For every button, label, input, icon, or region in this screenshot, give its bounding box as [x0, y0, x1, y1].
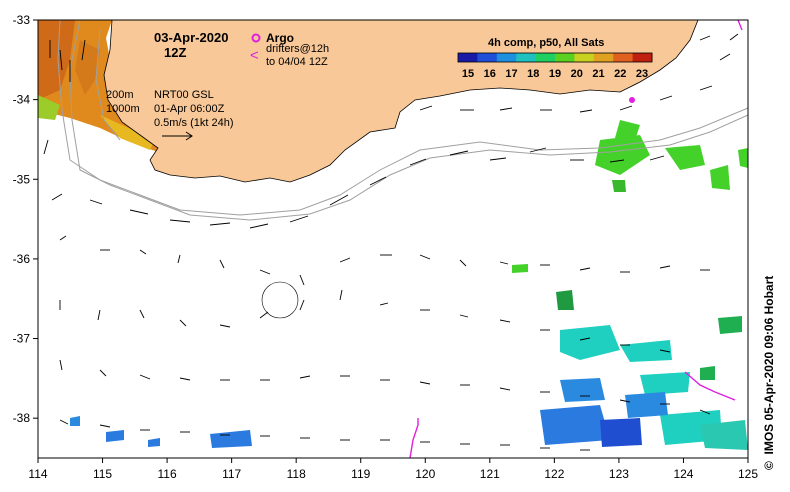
- colorbar-tick-label: 16: [484, 68, 496, 80]
- y-tick-label: -38: [13, 411, 31, 425]
- colorbar-swatch: [516, 53, 537, 62]
- argo-legend-icon: [251, 33, 261, 43]
- colorbar-swatch: [458, 53, 478, 62]
- isobath-1000-label: 1000m: [106, 103, 140, 115]
- plot-frame: [37, 19, 749, 459]
- x-tick-label: 125: [738, 467, 758, 481]
- drifter-legend-icon: <: [250, 47, 259, 64]
- product-time-label: 01-Apr 06:00Z: [154, 103, 225, 115]
- isobaths: [57, 19, 749, 221]
- x-tick-label: 115: [93, 467, 112, 481]
- x-tick-label: 117: [222, 467, 241, 481]
- colorbar-swatch: [574, 53, 595, 62]
- colorbar-tick-label: 17: [505, 68, 517, 80]
- colorbar-ticks: 15 16 17 18 19 20 21 22 23: [462, 68, 648, 80]
- scale-label: 0.5m/s (1kt 24h): [154, 117, 233, 129]
- isobath-200-label: 200m: [106, 89, 134, 101]
- y-tick-label: -37: [13, 332, 31, 346]
- colorbar-tick-label: 15: [462, 68, 474, 80]
- credit-label: IMOS 05-Apr-2020 09:06 Hobart: [762, 275, 776, 455]
- colorbar-title: 4h comp, p50, All Sats: [488, 37, 604, 49]
- current-vectors: [43, 33, 739, 451]
- colorbar-swatch: [477, 53, 498, 62]
- colorbar-swatch: [496, 53, 517, 62]
- x-tick-label: 119: [351, 467, 370, 481]
- x-tick-label: 122: [544, 467, 564, 481]
- x-tick-label: 118: [287, 467, 306, 481]
- y-tick-label: -36: [13, 252, 31, 266]
- y-tick-label: -34: [13, 93, 31, 107]
- colorbar-swatch: [555, 53, 575, 62]
- x-axis: 114 115 116 117 118 119 120 121 122 123 124 125: [28, 458, 758, 481]
- colorbar-tick-label: 19: [549, 68, 561, 80]
- sst-patches: [38, 20, 748, 450]
- colorbar-border: [457, 52, 653, 63]
- colorbar-swatch: [535, 53, 556, 62]
- product-label: NRT00 GSL: [154, 89, 214, 101]
- drifter-label-2: to 04/04 12Z: [266, 56, 328, 68]
- info-box: [150, 82, 255, 130]
- credit-text: © IMOS 05-Apr-2020 09:06 Hobart: [762, 276, 776, 470]
- x-tick-label: 116: [158, 467, 177, 481]
- colorbar-swatch: [632, 53, 653, 62]
- map-date: 03-Apr-2020: [154, 30, 228, 45]
- y-tick-label: -35: [13, 172, 31, 186]
- colorbar-tick-label: 21: [592, 68, 604, 80]
- colorbar-tick-label: 23: [636, 68, 648, 80]
- x-tick-label: 124: [673, 467, 693, 481]
- colorbar-tick-label: 18: [527, 68, 539, 80]
- x-tick-label: 123: [609, 467, 629, 481]
- scale-arrow: [162, 131, 193, 141]
- y-axis: -33 -34 -35 -36 -37 -38: [13, 13, 38, 425]
- colorbar: [457, 52, 653, 63]
- map-hour: 12Z: [164, 45, 186, 60]
- drifter-label-1: drifters@12h: [266, 43, 329, 55]
- argo-float-marker: [629, 97, 635, 103]
- colorbar-tick-label: 22: [614, 68, 626, 80]
- x-tick-label: 120: [415, 467, 435, 481]
- argo-label: Argo: [266, 31, 294, 45]
- drifter-tracks: [409, 19, 743, 459]
- colorbar-swatch: [613, 53, 634, 62]
- copyright-symbol: ©: [762, 461, 776, 470]
- x-tick-label: 121: [480, 467, 500, 481]
- x-tick-label: 114: [28, 467, 47, 481]
- y-tick-label: -33: [13, 13, 31, 27]
- colorbar-tick-label: 20: [571, 68, 583, 80]
- colorbar-swatch: [593, 53, 614, 62]
